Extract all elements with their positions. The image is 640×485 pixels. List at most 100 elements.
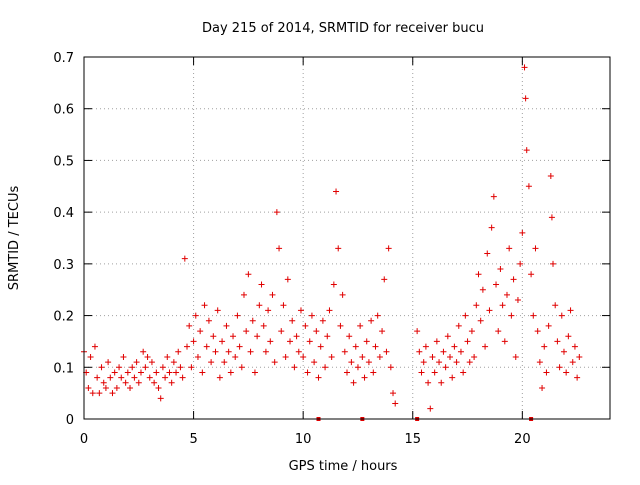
data-point <box>414 328 421 335</box>
data-point <box>197 328 204 335</box>
data-point <box>140 348 147 355</box>
data-point <box>144 353 151 360</box>
data-point <box>422 343 429 350</box>
data-point <box>214 307 221 314</box>
data-point <box>484 250 491 257</box>
data-point <box>532 245 539 252</box>
data-point <box>552 302 559 309</box>
data-point <box>471 353 478 360</box>
data-point <box>107 374 114 381</box>
data-point <box>372 343 379 350</box>
data-point <box>232 353 239 360</box>
data-point <box>262 348 269 355</box>
data-point <box>137 369 144 376</box>
data-point <box>333 188 340 195</box>
x-tick-label: 10 <box>295 432 312 447</box>
data-point <box>205 317 212 324</box>
data-point <box>348 359 355 366</box>
data-point <box>425 379 432 386</box>
data-point <box>547 172 554 179</box>
y-tick-label: 0 <box>66 413 74 428</box>
data-point <box>368 317 375 324</box>
data-point <box>181 255 188 262</box>
data-point <box>127 384 134 391</box>
data-point <box>571 343 578 350</box>
data-point <box>102 384 109 391</box>
data-point <box>464 338 471 345</box>
data-point <box>390 390 397 397</box>
data-point <box>447 353 454 360</box>
data-point <box>385 245 392 252</box>
chart-title: Day 215 of 2014, SRMTID for receiver buc… <box>202 21 484 36</box>
data-point <box>534 328 541 335</box>
data-point <box>118 374 125 381</box>
plot-frame <box>83 56 611 420</box>
data-point <box>363 338 370 345</box>
data-point <box>383 348 390 355</box>
data-point <box>330 281 337 288</box>
data-point <box>326 307 333 314</box>
data-point <box>444 333 451 340</box>
x-axis-title: GPS time / hours <box>289 459 398 474</box>
data-point <box>495 328 502 335</box>
data-point <box>545 322 552 329</box>
data-point <box>558 312 565 319</box>
data-point <box>429 353 436 360</box>
data-point <box>431 369 438 376</box>
data-point <box>488 224 495 231</box>
data-point <box>157 395 164 402</box>
data-point <box>460 369 467 376</box>
data-point <box>91 343 98 350</box>
data-point <box>190 338 197 345</box>
data-point <box>466 359 473 366</box>
data-point <box>517 260 524 267</box>
data-point <box>442 364 449 371</box>
data-point <box>238 364 245 371</box>
data-point <box>304 369 311 376</box>
data-point <box>556 364 563 371</box>
data-point <box>499 302 506 309</box>
data-point <box>361 374 368 381</box>
data-point <box>225 348 232 355</box>
data-point <box>341 348 348 355</box>
data-point <box>506 245 513 252</box>
data-point <box>374 312 381 319</box>
data-point <box>111 369 118 376</box>
data-point <box>548 214 555 221</box>
data-point <box>462 312 469 319</box>
data-point <box>477 317 484 324</box>
data-point <box>468 328 475 335</box>
data-point <box>357 322 364 329</box>
data-point <box>479 286 486 293</box>
data-point <box>203 343 210 350</box>
data-point <box>284 276 291 283</box>
data-point <box>433 338 440 345</box>
data-point <box>512 353 519 360</box>
data-point <box>453 359 460 366</box>
data-point <box>473 302 480 309</box>
data-point <box>85 384 92 391</box>
data-point <box>379 328 386 335</box>
data-point <box>525 183 532 190</box>
data-point <box>344 369 350 376</box>
data-point <box>490 193 497 200</box>
data-point <box>142 364 149 371</box>
data-point <box>276 245 283 252</box>
data-point <box>105 359 112 366</box>
data-point <box>227 369 234 376</box>
data-point <box>116 364 123 371</box>
data-point <box>100 379 107 386</box>
data-point <box>541 343 548 350</box>
data-point <box>210 333 217 340</box>
data-point <box>315 374 322 381</box>
data-point <box>536 359 543 366</box>
x-tick-label: 5 <box>189 432 197 447</box>
data-point <box>87 353 94 360</box>
data-point <box>418 369 425 376</box>
data-point <box>440 348 447 355</box>
data-point <box>124 369 131 376</box>
data-point <box>186 322 193 329</box>
data-point <box>96 390 103 397</box>
